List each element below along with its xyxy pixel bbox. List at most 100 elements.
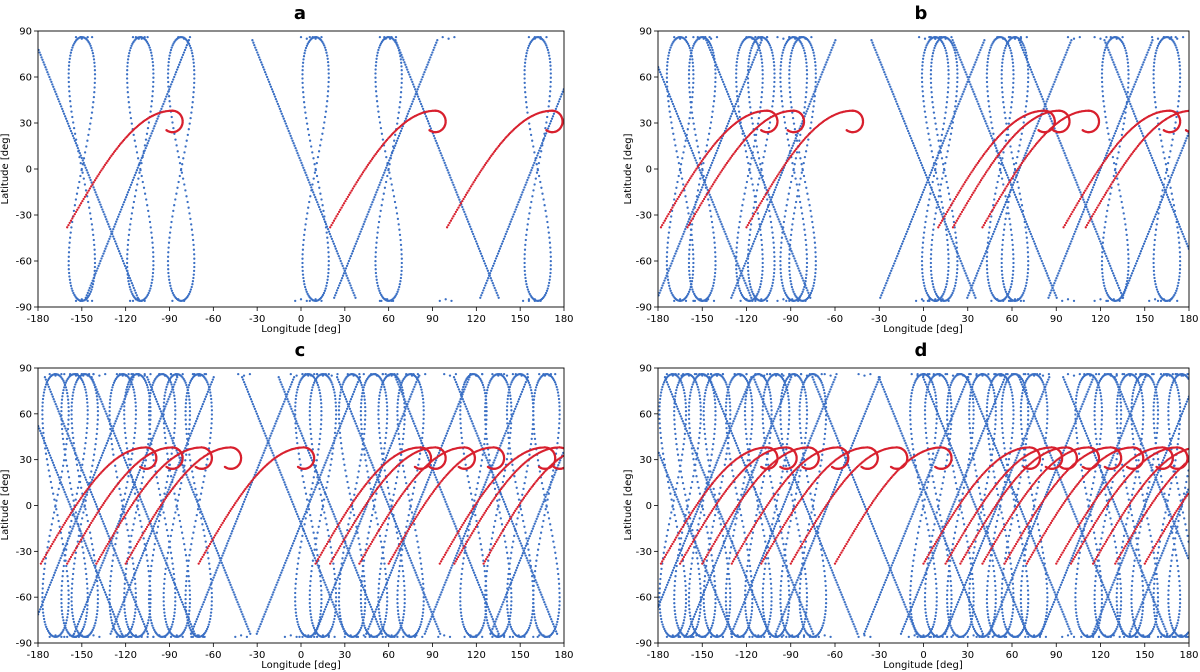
panel-d-x-tick-label: 180 (1179, 650, 1198, 661)
panel-d-data (658, 372, 1189, 639)
panel-b-x-tick-label: 60 (1006, 314, 1019, 325)
panel-d-ground-track-crossing (663, 376, 771, 635)
panel-a-ground-track-crossing (479, 88, 564, 299)
panel-d-y-label: Latitude [deg] (623, 469, 634, 540)
panel-a-x-tick-label: 60 (382, 314, 395, 325)
panel-d-ground-track-loop (985, 372, 1015, 639)
panel-c-red-track (197, 446, 316, 565)
panel-d-red-track (760, 446, 879, 565)
panel-a-x-tick-label: -150 (70, 314, 93, 325)
panel-b-polar-points (673, 35, 1185, 303)
panel-c-x-tick-label: 150 (511, 650, 530, 661)
panel-b-y-tick-label: -90 (636, 303, 652, 314)
panel-b-y-tick-label: -60 (636, 257, 652, 268)
panel-b-ground-track-crossing (1121, 132, 1189, 299)
panel-a-y-tick-label: 30 (19, 119, 32, 130)
panel-d-red-track (1055, 446, 1174, 565)
panel-d-ground-track-loop (673, 372, 702, 639)
panel-a-y-tick-label: 60 (19, 73, 32, 84)
panel-c-x-tick-label: 60 (382, 650, 395, 661)
panel-b-ground-track-crossing (879, 39, 986, 299)
panel-c-ground-track-crossing (38, 376, 135, 616)
panel-b-ground-track-loop (746, 35, 776, 303)
panel-d-y-tick-label: 90 (639, 364, 652, 375)
panel-c-x-tick-label: 30 (338, 650, 351, 661)
panel-d-x-label: Longitude [deg] (883, 660, 963, 671)
panel-b-x-tick-label: -60 (827, 314, 843, 325)
panel-a-x-tick-label: 30 (338, 314, 351, 325)
panel-a-x-tick-label: -60 (205, 314, 221, 325)
panel-c-y-tick-label: -30 (16, 547, 32, 558)
panel-b-title: b (915, 3, 928, 24)
panel-a-y-tick-label: 0 (26, 165, 32, 176)
panel-b-x-tick-label: 150 (1135, 314, 1154, 325)
panel-d-x-tick-label: 90 (1050, 650, 1063, 661)
panel-c-ground-track-crossing (109, 376, 215, 635)
panel-b-ground-track-crossing (658, 66, 753, 299)
panel-c-title: c (295, 340, 306, 361)
panel-d-y-tick-label: 60 (639, 409, 652, 420)
panel-d-x-tick-label: -180 (647, 650, 670, 661)
panel-b-y-tick-label: -30 (636, 211, 652, 222)
panel-a-x-label: Longitude [deg] (261, 324, 341, 335)
panel-b-ground-track-crossing (951, 39, 1058, 299)
panel-d-red-track (1114, 460, 1189, 565)
panel-d-x-tick-label: -30 (871, 650, 887, 661)
panel-b-x-tick-label: -150 (691, 314, 714, 325)
panel-a-ground-track-crossing (38, 48, 139, 299)
panel-d-y-tick-label: 0 (646, 501, 652, 512)
panel-b-data (658, 35, 1189, 303)
panel-b-ground-track-loop (1152, 35, 1182, 303)
panel-b-ground-track-crossing (1047, 39, 1154, 299)
panel-d-ground-track-crossing (1039, 376, 1147, 635)
panel-d-red-track (789, 446, 909, 565)
panel-c-ground-track-loop (483, 372, 513, 639)
panel-b-red-track (659, 109, 779, 229)
panel-c-red-track (387, 446, 506, 565)
panel-c-ground-track-crossing (189, 376, 296, 635)
panel-b-red-track (745, 109, 865, 229)
panel-d-ground-track-loop (923, 372, 953, 639)
panel-a-x-tick-label: 180 (554, 314, 573, 325)
panel-d-red-track (1003, 446, 1123, 565)
panel-d-x-tick-label: -150 (691, 650, 714, 661)
panel-b-x-tick-label: 30 (961, 314, 974, 325)
panel-c-x-tick-label: 90 (426, 650, 439, 661)
panel-a-ground-track-crossing (394, 39, 500, 299)
panel-b-x-tick-label: 90 (1050, 314, 1063, 325)
panel-a-x-tick-label: 150 (511, 314, 530, 325)
panel-d-red-track (659, 446, 779, 565)
panel-d-x-tick-label: -60 (827, 650, 843, 661)
panel-c-x-tick-label: 180 (554, 650, 573, 661)
panel-d-x-tick-label: 150 (1135, 650, 1154, 661)
panel-c-ground-track-loop (147, 372, 177, 639)
panel-c-ground-track-crossing (314, 376, 420, 635)
panel-d-x-tick-label: -90 (783, 650, 799, 661)
panel-a: a -180 -150 -120 -90 -60 -30 0 30 60 90 120 150 180 … (0, 3, 574, 335)
panel-d-x-tick-label: 0 (920, 650, 926, 661)
panel-c-x-tick-label: 0 (298, 650, 304, 661)
panel-c-red-track (124, 446, 243, 565)
panel-b-x-tick-label: 180 (1179, 314, 1198, 325)
panel-b-y-tick-label: 60 (639, 73, 652, 84)
panel-b-red-track (1062, 109, 1182, 229)
panel-a-x-axis: -180 -150 -120 -90 -60 -30 0 30 60 90 120 150 180 (27, 307, 574, 325)
panel-c-x-tick-label: -180 (27, 650, 50, 661)
panel-d-red-track (678, 446, 798, 565)
panel-b-ground-track-crossing (730, 39, 837, 299)
panel-a-red-track (445, 109, 564, 229)
panel-c-x-label: Longitude [deg] (261, 660, 341, 671)
panel-c-red-track (482, 454, 564, 565)
panel-b-x-tick-label: 0 (920, 314, 926, 325)
panel-c-ground-track-loop (184, 372, 214, 639)
panel-b-red-track (937, 109, 1056, 229)
panel-a-red-track (66, 109, 184, 229)
panel-c-x-tick-label: -150 (70, 650, 93, 661)
panel-d-y-tick-label: -30 (636, 547, 652, 558)
panel-a-ground-track-loop (166, 35, 196, 303)
panel-b-y-tick-label: 0 (646, 165, 652, 176)
panel-d-ground-track-crossing (966, 376, 1073, 635)
panel-d-x-tick-label: -120 (735, 650, 758, 661)
panel-b-y-label: Latitude [deg] (623, 133, 634, 204)
